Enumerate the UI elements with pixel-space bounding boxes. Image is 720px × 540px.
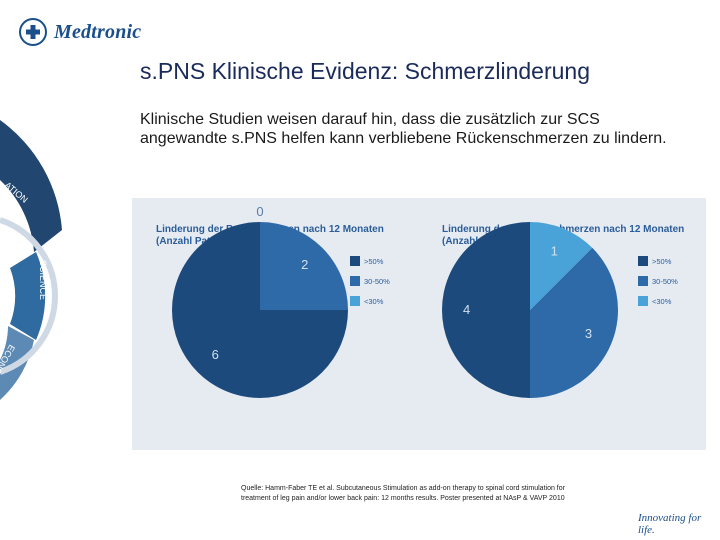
- slide-title: s.PNS Klinische Evidenz: Schmerzlinderun…: [140, 58, 590, 84]
- wheel-inner-ring: [0, 217, 58, 375]
- medtronic-logo: Medtronic: [18, 16, 141, 48]
- legend-label: 30-50%: [652, 277, 678, 286]
- slice-value-label: 2: [301, 257, 308, 272]
- legend-swatch: [638, 296, 648, 306]
- chart-back-pain: Linderung der Rückenschmerzen nach 12 Mo…: [442, 222, 684, 398]
- legend-swatch: [350, 276, 360, 286]
- medtronic-logo-icon: [19, 18, 47, 46]
- legend-label: 30-50%: [364, 277, 390, 286]
- source-footnote: Quelle: Hamm-Faber TE et al. Subcutaneou…: [241, 485, 565, 502]
- wheel-label-middle: SCIENCE: [38, 260, 48, 300]
- legend-leg-pain: >50% 30-50% <30%: [350, 256, 390, 306]
- wheel-segment-bottom: [0, 326, 34, 420]
- chart-subtitle-leg: (Anzahl Patienten): [156, 236, 243, 247]
- legend-swatch: [350, 296, 360, 306]
- legend-swatch: [638, 256, 648, 266]
- pie-slice-3050: [260, 222, 348, 310]
- slice-value-label: 1: [551, 243, 558, 258]
- slice-value-label: 4: [463, 302, 470, 317]
- pie-back-pain: 4 3 1: [442, 222, 618, 398]
- pie-slice-50: [442, 222, 530, 398]
- legend-back-pain: >50% 30-50% <30%: [638, 256, 678, 306]
- slice-value-label: 3: [585, 326, 592, 341]
- pie-slice-3050: [530, 247, 618, 398]
- legend-swatch: [350, 256, 360, 266]
- pie-charts: Linderung der Beinschmerzen nach 12 Mona…: [156, 204, 684, 398]
- brand-tagline: Innovating for life.: [638, 512, 702, 536]
- slice-value-label: 0: [256, 204, 263, 219]
- wheel-segment-middle: [10, 252, 46, 340]
- legend-label: <30%: [364, 297, 384, 306]
- legend-swatch: [638, 276, 648, 286]
- legend-label: >50%: [652, 257, 672, 266]
- legend-label: >50%: [364, 257, 384, 266]
- chart-panel: Linderung der Beinschmerzen nach 12 Mona…: [132, 198, 706, 450]
- decorative-wheel: ATION SCIENCE ECONO: [0, 120, 62, 420]
- wheel-segment-top: [0, 120, 62, 252]
- chart-leg-pain: Linderung der Beinschmerzen nach 12 Mona…: [156, 204, 390, 398]
- pie-leg-pain: 6 2 0: [172, 204, 348, 398]
- legend-label: <30%: [652, 297, 672, 306]
- pie-slice-30: [530, 222, 593, 310]
- slice-value-label: 6: [212, 347, 219, 362]
- brand-name: Medtronic: [54, 20, 142, 43]
- slide-intro: Klinische Studien weisen darauf hin, das…: [140, 111, 667, 147]
